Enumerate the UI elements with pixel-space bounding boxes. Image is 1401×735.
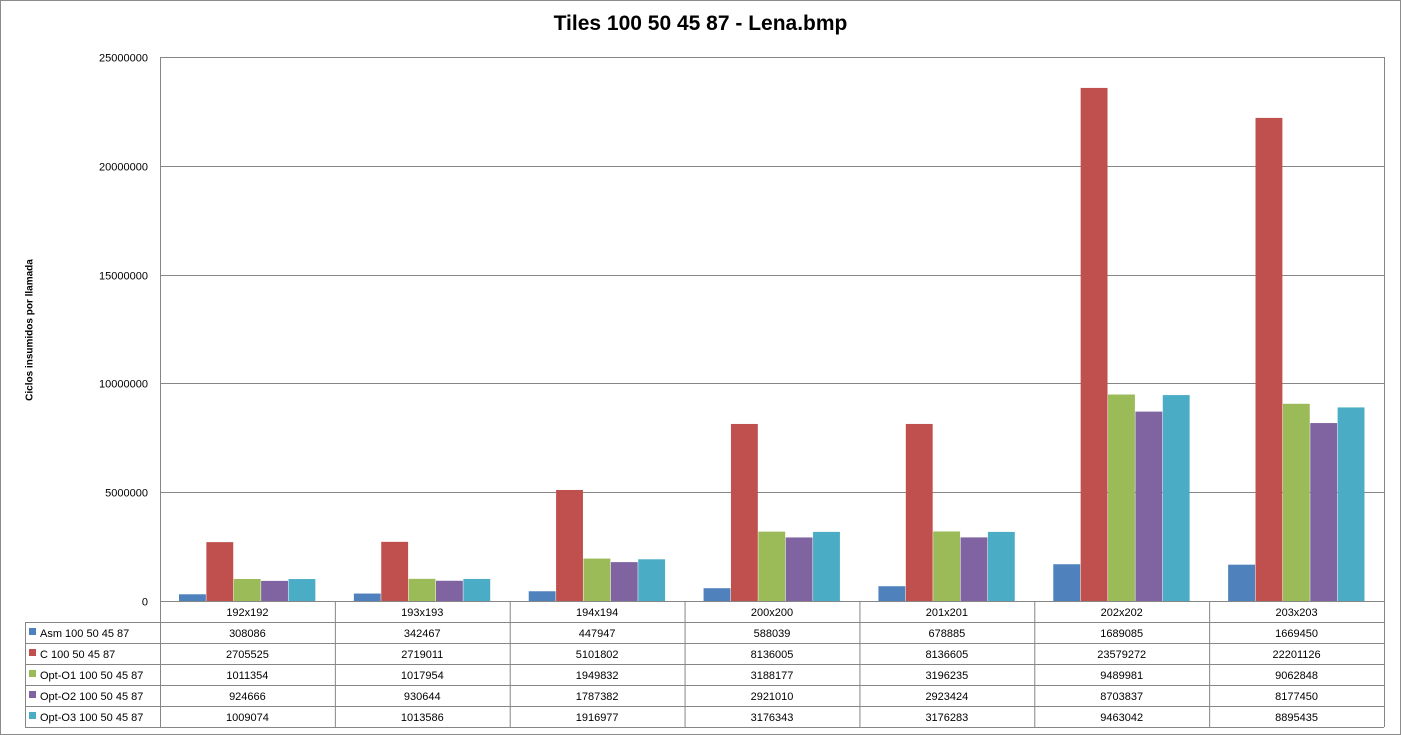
- bar: [1135, 411, 1163, 601]
- data-label: 1949832: [576, 670, 619, 682]
- chart-title: Tiles 100 50 45 87 - Lena.bmp: [553, 12, 848, 35]
- bar: [233, 578, 261, 601]
- data-label: 8136605: [925, 649, 968, 661]
- bar: [1162, 395, 1190, 601]
- legend-swatch: [29, 670, 36, 677]
- data-label: 930644: [404, 691, 441, 703]
- data-label: 1787382: [576, 691, 619, 703]
- legend-swatch: [29, 649, 36, 656]
- x-tick-label: 193x193: [401, 607, 443, 619]
- x-tick-label: 194x194: [576, 607, 618, 619]
- y-tick-label: 25000000: [99, 53, 148, 65]
- data-label: 342467: [404, 628, 441, 640]
- bar: [638, 559, 666, 601]
- bar: [758, 531, 786, 601]
- bar: [1228, 564, 1256, 601]
- data-label: 8177450: [1275, 691, 1318, 703]
- data-label: 2705525: [226, 649, 269, 661]
- legend-label: Opt-O2 100 50 45 87: [40, 691, 143, 703]
- bar: [1282, 403, 1310, 601]
- y-tick-label: 0: [142, 597, 148, 609]
- y-tick-label: 5000000: [105, 488, 148, 500]
- data-label: 3196235: [925, 670, 968, 682]
- bar: [933, 531, 961, 601]
- bar: [288, 579, 316, 601]
- bar: [987, 531, 1015, 601]
- bar: [463, 578, 491, 601]
- y-tick-label: 10000000: [99, 379, 148, 391]
- legend-label: Opt-O3 100 50 45 87: [40, 712, 143, 724]
- legend-swatch: [29, 628, 36, 635]
- x-tick-label: 200x200: [751, 607, 793, 619]
- data-label: 9463042: [1100, 712, 1143, 724]
- data-label: 1011354: [226, 670, 268, 682]
- bar: [408, 578, 436, 601]
- y-tick-label: 20000000: [99, 162, 148, 174]
- legend-label: Opt-O1 100 50 45 87: [40, 670, 143, 682]
- legend-label: C 100 50 45 87: [40, 649, 115, 661]
- bar: [730, 423, 758, 601]
- bar: [610, 562, 638, 601]
- data-label: 678885: [928, 628, 965, 640]
- data-label: 8895435: [1275, 712, 1318, 724]
- y-tick-label: 15000000: [99, 271, 148, 283]
- data-label: 3188177: [751, 670, 794, 682]
- data-label: 9489981: [1100, 670, 1143, 682]
- bar: [528, 591, 556, 601]
- legend-swatch: [29, 712, 36, 719]
- bar: [878, 586, 906, 601]
- bar: [261, 580, 288, 601]
- bar: [905, 423, 933, 601]
- bar: [960, 537, 988, 601]
- data-label: 447947: [579, 628, 616, 640]
- data-label: 8136005: [751, 649, 794, 661]
- data-label: 23579272: [1097, 649, 1146, 661]
- bar: [1337, 407, 1365, 601]
- data-label: 1009074: [226, 712, 269, 724]
- data-label: 308086: [229, 628, 266, 640]
- data-label: 924666: [229, 691, 266, 703]
- bar: [381, 541, 409, 601]
- bar: [1053, 564, 1081, 601]
- data-label: 588039: [754, 628, 791, 640]
- data-label: 1916977: [576, 712, 619, 724]
- legend-label: Asm 100 50 45 87: [40, 628, 129, 640]
- data-label: 3176283: [925, 712, 968, 724]
- x-tick-label: 203x203: [1275, 607, 1317, 619]
- bar: [206, 542, 234, 601]
- bar: [353, 593, 381, 601]
- bar: [1310, 423, 1338, 601]
- data-label: 8703837: [1100, 691, 1143, 703]
- bar: [1080, 87, 1108, 601]
- x-tick-label: 201x201: [926, 607, 968, 619]
- legend-swatch: [29, 691, 36, 698]
- x-tick-label: 202x202: [1101, 607, 1143, 619]
- bar: [785, 537, 813, 601]
- data-label: 5101802: [576, 649, 619, 661]
- bar: [556, 489, 583, 601]
- bar: [703, 588, 731, 601]
- data-label: 9062848: [1275, 670, 1318, 682]
- data-label: 1689085: [1100, 628, 1143, 640]
- bar: [813, 531, 840, 601]
- data-label: 2923424: [925, 691, 968, 703]
- data-label: 2921010: [751, 691, 794, 703]
- bar: [583, 558, 611, 601]
- data-label: 3176343: [751, 712, 794, 724]
- data-label: 2719011: [401, 649, 443, 661]
- data-label: 1017954: [401, 670, 444, 682]
- bar: [435, 580, 463, 601]
- data-label: 1013586: [401, 712, 444, 724]
- data-label: 22201126: [1273, 649, 1321, 661]
- data-label: 1669450: [1275, 628, 1318, 640]
- bar: [179, 594, 206, 601]
- bar: [1108, 394, 1135, 601]
- x-tick-label: 192x192: [226, 607, 268, 619]
- bar: [1255, 117, 1283, 601]
